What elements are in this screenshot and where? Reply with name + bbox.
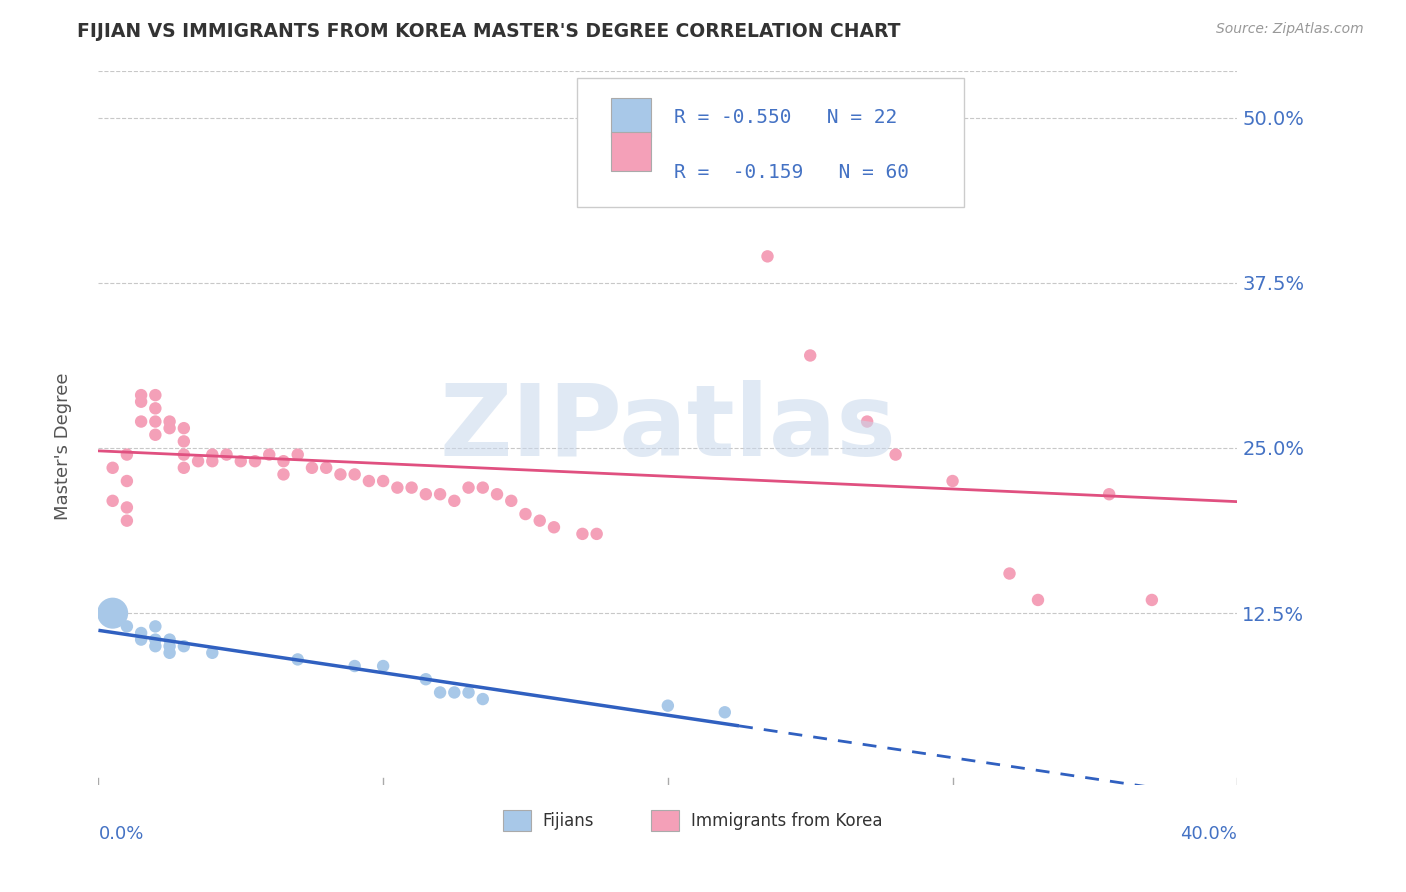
Point <box>884 448 907 462</box>
Text: Master's Degree: Master's Degree <box>55 372 72 520</box>
Point <box>998 566 1021 581</box>
Point <box>471 692 494 706</box>
Point <box>215 448 238 462</box>
Point <box>115 474 138 488</box>
Text: Immigrants from Korea: Immigrants from Korea <box>690 812 882 830</box>
Point <box>515 507 537 521</box>
Point <box>287 448 309 462</box>
Point <box>343 467 366 482</box>
Point <box>415 487 437 501</box>
Point <box>159 415 181 429</box>
Point <box>145 415 167 429</box>
Text: 40.0%: 40.0% <box>1181 824 1237 843</box>
Point <box>145 401 167 416</box>
Point <box>173 448 195 462</box>
Point <box>129 415 152 429</box>
Point <box>1026 593 1049 607</box>
Point <box>201 454 224 468</box>
Point <box>101 606 124 620</box>
Point <box>243 454 266 468</box>
Point <box>799 349 821 363</box>
Text: Source: ZipAtlas.com: Source: ZipAtlas.com <box>1216 22 1364 37</box>
Point <box>443 493 465 508</box>
Text: FIJIAN VS IMMIGRANTS FROM KOREA MASTER'S DEGREE CORRELATION CHART: FIJIAN VS IMMIGRANTS FROM KOREA MASTER'S… <box>77 22 901 41</box>
Point <box>329 467 352 482</box>
Text: ZIPatlas: ZIPatlas <box>440 380 896 476</box>
Point <box>387 481 409 495</box>
Point <box>115 514 138 528</box>
Point <box>1140 593 1163 607</box>
Point <box>343 659 366 673</box>
Point <box>115 448 138 462</box>
Point <box>173 434 195 449</box>
FancyBboxPatch shape <box>612 132 651 171</box>
FancyBboxPatch shape <box>612 98 651 137</box>
Point <box>357 474 380 488</box>
Point <box>173 421 195 435</box>
FancyBboxPatch shape <box>576 78 965 207</box>
Point <box>145 427 167 442</box>
Point <box>159 421 181 435</box>
Point <box>571 527 593 541</box>
Point <box>585 527 607 541</box>
Point <box>173 460 195 475</box>
Point <box>229 454 252 468</box>
Point <box>129 632 152 647</box>
Point <box>287 652 309 666</box>
Point <box>115 619 138 633</box>
Point <box>101 460 124 475</box>
Point <box>259 448 281 462</box>
Text: R =  -0.159   N = 60: R = -0.159 N = 60 <box>673 163 908 182</box>
Text: R = -0.550   N = 22: R = -0.550 N = 22 <box>673 108 897 127</box>
Point <box>501 493 523 508</box>
Text: Fijians: Fijians <box>543 812 595 830</box>
FancyBboxPatch shape <box>651 810 679 831</box>
Point <box>714 706 737 720</box>
Point <box>443 685 465 699</box>
Point <box>145 639 167 653</box>
Point <box>187 454 209 468</box>
Point <box>415 672 437 686</box>
Point <box>115 500 138 515</box>
Point <box>273 454 295 468</box>
Point <box>159 639 181 653</box>
Text: 0.0%: 0.0% <box>98 824 143 843</box>
Point <box>145 388 167 402</box>
Point <box>145 632 167 647</box>
Point <box>429 685 451 699</box>
Point <box>273 467 295 482</box>
Point <box>429 487 451 501</box>
Point <box>315 460 337 475</box>
Point <box>129 626 152 640</box>
Point <box>173 639 195 653</box>
Point <box>942 474 965 488</box>
Point <box>159 632 181 647</box>
Point <box>714 190 737 204</box>
Point <box>543 520 565 534</box>
Point <box>129 394 152 409</box>
Point <box>201 646 224 660</box>
Point <box>373 659 395 673</box>
Point <box>401 481 423 495</box>
Point <box>756 249 779 263</box>
Point <box>457 481 479 495</box>
Point <box>101 493 124 508</box>
Point <box>129 388 152 402</box>
Point <box>1098 487 1121 501</box>
FancyBboxPatch shape <box>503 810 531 831</box>
Point <box>856 415 879 429</box>
Point <box>201 448 224 462</box>
Point <box>529 514 551 528</box>
Point <box>486 487 509 501</box>
Point <box>657 698 679 713</box>
Point <box>373 474 395 488</box>
Point <box>471 481 494 495</box>
Point <box>159 646 181 660</box>
Point <box>457 685 479 699</box>
Point <box>145 619 167 633</box>
Point <box>301 460 323 475</box>
